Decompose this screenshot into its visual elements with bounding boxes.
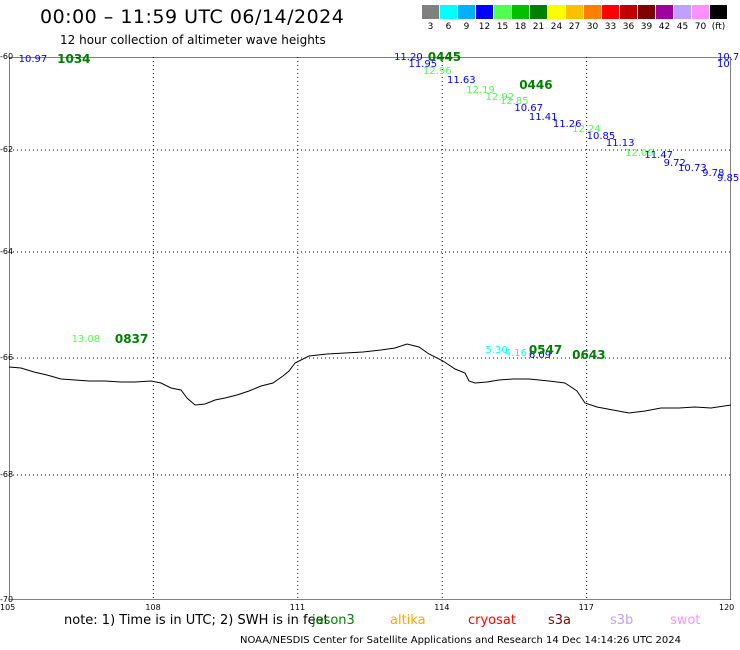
longitude-tick-label: 114 <box>434 603 450 612</box>
footer-note: note: 1) Time is in UTC; 2) SWH is in fe… <box>64 613 329 628</box>
legend-swatch <box>422 5 439 19</box>
graticule <box>9 57 731 600</box>
latitude-tick-label: -60 <box>0 52 14 61</box>
longitude-tick-label: 111 <box>289 603 306 612</box>
legend-level-label: 33 <box>604 22 617 32</box>
legend-swatch <box>674 5 691 19</box>
latitude-tick-label: -64 <box>0 247 14 256</box>
longitude-tick-label: 120 <box>719 603 735 612</box>
legend-level-label: 42 <box>658 22 671 32</box>
legend-level-label: 39 <box>640 22 653 32</box>
wave-height-value: 10.73 <box>678 162 707 174</box>
credit-line: NOAA/NESDIS Center for Satellite Applica… <box>240 635 682 646</box>
legend-swatch <box>566 5 583 19</box>
longitude-tick-label: 108 <box>145 603 161 612</box>
legend-level-label: 70 <box>694 22 707 32</box>
legend-level-label: 24 <box>550 22 563 32</box>
wave-height-value: 13.08 <box>71 334 101 346</box>
legend-swatch <box>602 5 619 19</box>
legend-swatch <box>638 5 655 19</box>
wave-height-value: 5.30 <box>485 345 508 357</box>
mission-label: cryosat <box>468 613 516 628</box>
latitude-tick-label: -68 <box>0 470 14 479</box>
wave-height-value: 11.26 <box>552 119 582 131</box>
wave-height-value: 10 <box>717 58 730 70</box>
wave-height-value: 11.13 <box>605 138 635 150</box>
wave-height-value: 9.78 <box>702 167 725 179</box>
pass-time-label: 0547 <box>528 343 563 358</box>
wave-height-value: 11.20 <box>394 52 423 63</box>
legend-level-label: 30 <box>586 22 599 32</box>
legend-level-label: 45 <box>676 22 689 32</box>
longitude-tick-label: 105 <box>0 603 16 612</box>
legend-swatch <box>656 5 673 19</box>
wave-height-value: 11.47 <box>644 150 673 162</box>
wave-height-value: 12.85 <box>499 96 529 108</box>
wave-height-value: 11.41 <box>528 112 558 124</box>
chart-title: 00:00 – 11:59 UTC 06/14/2024 <box>40 6 345 28</box>
wave-height-value: 11.63 <box>447 75 476 87</box>
mission-label: altika <box>390 613 426 628</box>
altimeter-map: 105 108 111 114 117 120 -60 -62 -64 -66 -68 -70 10.… <box>0 51 739 612</box>
legend-swatch <box>530 5 547 19</box>
legend-level-label: 21 <box>532 22 545 32</box>
legend-swatch <box>476 5 493 19</box>
wave-height-value: 10.97 <box>18 54 48 66</box>
legend-swatch <box>584 5 601 19</box>
mission-label: jason3 <box>312 613 355 628</box>
wave-height-value: 12.92 <box>485 91 515 103</box>
longitude-tick-label: 117 <box>578 603 594 612</box>
latitude-tick-label: -70 <box>0 595 14 604</box>
legend-swatch <box>692 5 709 19</box>
wave-height-value: 6.09 <box>528 350 552 362</box>
legend-level-label: 36 <box>622 22 635 32</box>
mission-label: s3a <box>548 613 572 628</box>
wave-height-value: 12.24 <box>572 124 601 136</box>
legend-swatch <box>512 5 529 19</box>
pass-time-label: 0643 <box>572 348 606 363</box>
legend-level-label: 3 <box>427 22 434 32</box>
latitude-tick-label: -66 <box>0 353 14 362</box>
wave-height-value: 10.7 <box>717 52 740 63</box>
pass-time-label: 1034 <box>57 52 91 67</box>
wave-height-value: 12.19 <box>466 84 495 96</box>
pass-time-label: 0445 <box>427 50 462 64</box>
legend-swatch <box>620 5 637 19</box>
wave-height-value: 12.09 <box>625 147 654 159</box>
legend-swatch <box>548 5 565 19</box>
wave-height-value: 9.72 <box>663 157 686 169</box>
chart-subtitle: 12 hour collection of altimeter wave hei… <box>60 33 326 47</box>
legend-level-label: 27 <box>568 22 581 32</box>
pass-time-label: 0446 <box>519 77 553 92</box>
legend-level-label: 18 <box>514 22 527 32</box>
legend-swatch <box>710 5 727 19</box>
wave-height-value: 4.16 <box>504 347 528 359</box>
legend-level-label: (ft) <box>711 22 726 32</box>
legend-swatch <box>494 5 511 19</box>
mission-label: s3b <box>610 613 634 628</box>
legend-swatch <box>458 5 475 19</box>
legend-level-label: 12 <box>478 22 491 32</box>
wave-height-value: 10.85 <box>586 131 616 143</box>
legend-level-label: 9 <box>463 22 470 32</box>
wave-height-value: 9.85 <box>717 173 740 185</box>
map-canvas <box>9 57 731 600</box>
wave-height-value: 11.95 <box>408 58 438 70</box>
antarctic-coastline <box>9 343 731 414</box>
wave-height-value: 10.67 <box>514 103 544 115</box>
wave-height-color-legend: 3 6 9 12 15 18 21 24 27 30 33 36 39 42 45 70 (ft) <box>422 5 728 37</box>
legend-level-label: 6 <box>445 22 452 32</box>
latitude-tick-label: -62 <box>0 145 14 154</box>
wave-height-value: 12.96 <box>422 65 452 77</box>
mission-label: swot <box>670 613 701 628</box>
pass-time-label: 0837 <box>114 332 149 347</box>
legend-swatch <box>440 5 457 19</box>
legend-level-label: 15 <box>496 22 509 32</box>
